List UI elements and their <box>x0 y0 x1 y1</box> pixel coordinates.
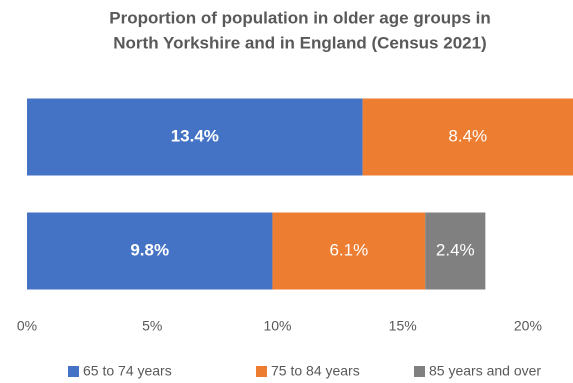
legend-label: 75 to 84 years <box>271 363 360 379</box>
bar-segment <box>27 212 273 290</box>
chart-title: Proportion of population in older age gr… <box>109 8 491 27</box>
chart-title: North Yorkshire and in England (Census 2… <box>113 33 486 52</box>
data-label: 9.8% <box>130 240 169 259</box>
legend-swatch <box>256 366 267 377</box>
bar-segment <box>27 98 363 176</box>
legend-swatch <box>414 366 425 377</box>
bar-segment <box>272 212 426 290</box>
data-label: 6.1% <box>329 240 368 259</box>
x-tick-label: 5% <box>142 318 162 334</box>
legend-label: 65 to 74 years <box>83 363 172 379</box>
legend-label: 85 years and over <box>429 363 541 379</box>
data-label: 2.4% <box>436 240 475 259</box>
bar-segment <box>362 98 573 176</box>
data-label: 8.4% <box>448 126 487 145</box>
legend-swatch <box>68 366 79 377</box>
x-tick-label: 20% <box>514 318 542 334</box>
data-label: 13.4% <box>171 126 219 145</box>
x-tick-label: 15% <box>389 318 417 334</box>
x-tick-label: 0% <box>17 318 37 334</box>
bar-segment <box>425 212 486 290</box>
x-tick-label: 10% <box>263 318 291 334</box>
